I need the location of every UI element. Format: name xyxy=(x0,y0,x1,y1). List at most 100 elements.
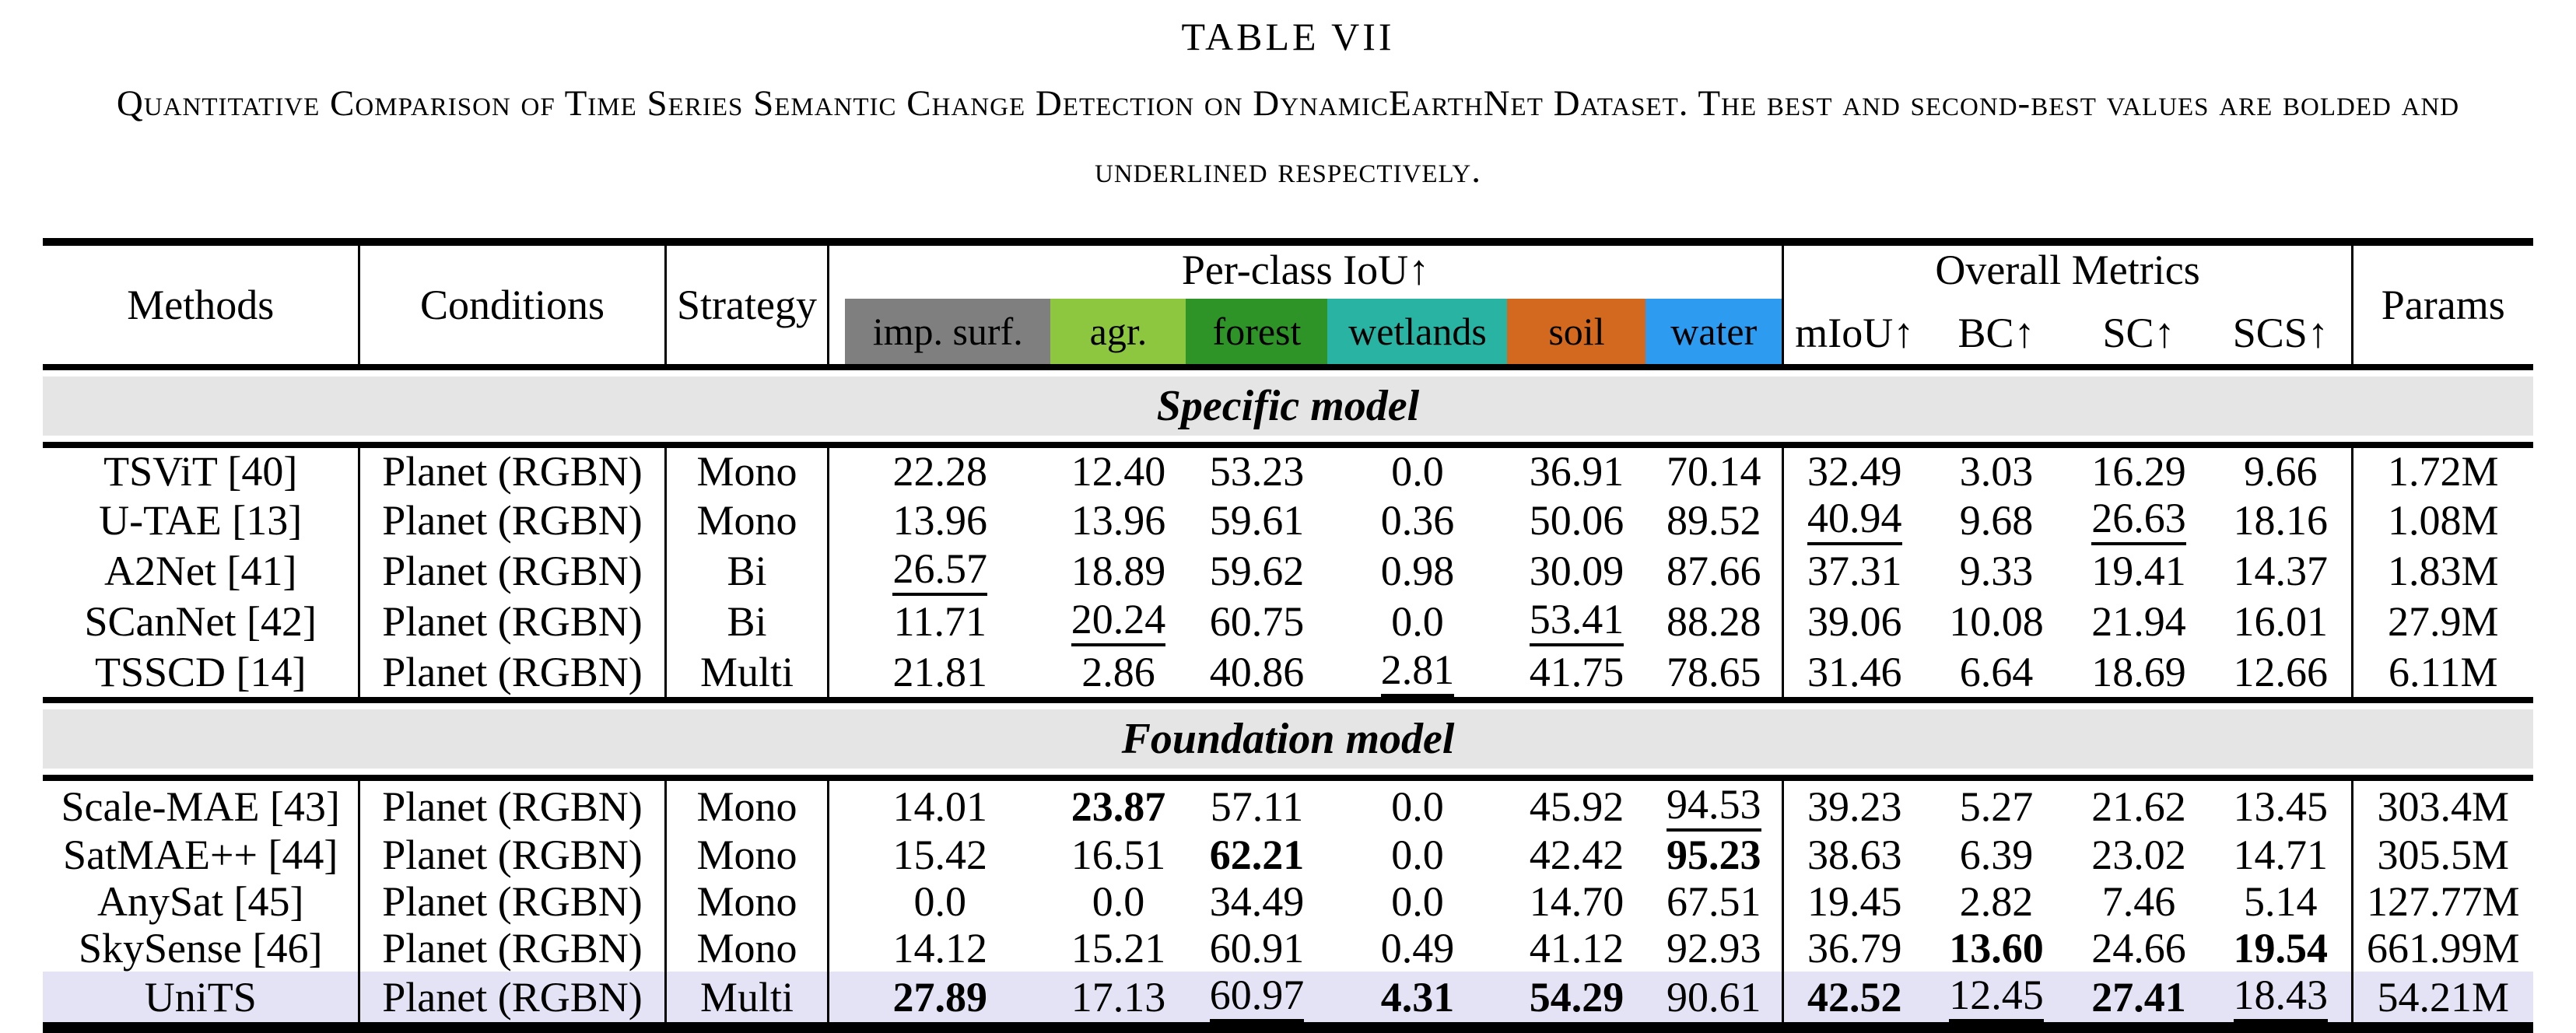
metric-value: 19.41 xyxy=(2091,547,2186,594)
value-cell: 15.21 xyxy=(1050,925,1186,972)
strategy-cell: Mono xyxy=(665,495,829,546)
metric-value: 10.08 xyxy=(1949,597,2044,645)
conditions-cell: Planet (RGBN) xyxy=(359,778,667,832)
value-cell: 0.49 xyxy=(1327,925,1507,972)
metric-value: 16.51 xyxy=(1071,832,1166,879)
table-row-tsscd-14: TSSCD [14] Planet (RGBN) Multi 21.81 2.86 40.… xyxy=(43,646,2532,701)
metric-value: 15.42 xyxy=(892,832,987,879)
value-cell: 17.13 xyxy=(1050,972,1186,1028)
metric-value: 13.60 xyxy=(1949,925,2044,972)
params-cell: 1.83M xyxy=(2388,547,2499,594)
header-row-groups: Methods Conditions Strategy Per-class Io… xyxy=(43,242,2532,367)
metric-value: 36.79 xyxy=(1807,925,1902,972)
value-cell: 0.0 xyxy=(1327,596,1507,646)
value-cell: 23.02 xyxy=(2068,832,2210,878)
value-cell: 40.94 xyxy=(1783,495,1926,546)
metric-header-scs: SCS↑ xyxy=(2210,294,2354,370)
table-row-a2net-41: A2Net [41] Planet (RGBN) Bi 26.57 18.89 59.62… xyxy=(43,545,2532,597)
value-cell: 12.66 xyxy=(2210,646,2354,701)
method-cell: TSSCD [14] xyxy=(43,646,360,701)
table-caption: Quantitative Comparison of Time Series S… xyxy=(116,83,2460,191)
value-cell: 16.01 xyxy=(2210,596,2354,647)
value-cell: 18.89 xyxy=(1050,545,1186,596)
metric-value: 0.0 xyxy=(1391,448,1444,495)
strategy-cell: Bi xyxy=(665,545,829,597)
params-cell: 661.99M xyxy=(2367,925,2520,972)
value-cell: 22.28 xyxy=(828,445,1050,495)
class-color-chip-wetlands: wetlands xyxy=(1327,299,1508,361)
value-cell: 26.63 xyxy=(2068,495,2210,546)
metric-value: 14.12 xyxy=(892,925,987,972)
conditions-cell: Planet (RGBN) xyxy=(359,545,667,597)
conditions-cell: Planet (RGBN) xyxy=(359,972,667,1028)
metric-value: 18.43 xyxy=(2233,974,2329,1023)
metric-value: 27.41 xyxy=(2091,973,2186,1021)
conditions-cell: Planet (RGBN) xyxy=(359,646,667,701)
value-cell: 34.49 xyxy=(1186,878,1327,925)
value-cell: 5.27 xyxy=(1926,778,2068,832)
metric-value: 21.81 xyxy=(892,648,987,695)
metric-value: 45.92 xyxy=(1529,783,1624,830)
params-cell: 303.4M xyxy=(2377,783,2510,830)
value-cell: 18.69 xyxy=(2068,646,2210,700)
class-color-chip-water: water xyxy=(1645,299,1781,361)
value-cell: 9.68 xyxy=(1926,495,2068,545)
metric-value: 15.21 xyxy=(1071,925,1166,972)
value-cell: 92.93 xyxy=(1645,925,1785,972)
params-cell: 27.9M xyxy=(2388,597,2499,645)
method-cell: UniTS xyxy=(43,972,360,1028)
value-cell: 0.36 xyxy=(1327,495,1507,545)
table-number: TABLE VII xyxy=(1181,15,1395,58)
section-label: Foundation model xyxy=(43,697,2533,782)
table-row-scale-mae-43: Scale-MAE [43] Planet (RGBN) Mono 14.01 23.8… xyxy=(43,778,2532,832)
value-cell: 0.0 xyxy=(1327,778,1507,832)
value-cell: 13.96 xyxy=(828,495,1050,545)
metric-value: 18.16 xyxy=(2233,496,2329,544)
value-cell: 50.06 xyxy=(1507,495,1645,545)
value-cell: 89.52 xyxy=(1645,495,1785,546)
metric-value: 16.29 xyxy=(2091,448,2186,495)
metric-value: 41.75 xyxy=(1529,648,1624,695)
value-cell: 0.0 xyxy=(1050,878,1186,925)
metric-value: 40.86 xyxy=(1209,648,1305,695)
value-cell: 7.46 xyxy=(2068,878,2210,925)
metric-value: 95.23 xyxy=(1667,832,1761,879)
value-cell: 41.75 xyxy=(1507,646,1645,700)
value-cell: 37.31 xyxy=(1783,545,1926,596)
value-cell: 60.75 xyxy=(1186,596,1327,646)
metric-value: 59.61 xyxy=(1209,496,1305,544)
metric-value: 41.12 xyxy=(1529,925,1624,972)
metric-value: 92.93 xyxy=(1667,925,1761,972)
value-cell: 12.40 xyxy=(1050,445,1186,495)
metric-value: 0.0 xyxy=(1092,878,1145,926)
strategy-cell: Multi xyxy=(665,646,829,701)
metric-value: 26.63 xyxy=(2091,496,2186,546)
metric-header-miou: mIoU↑ xyxy=(1782,294,1926,370)
conditions-cell: Planet (RGBN) xyxy=(359,878,667,926)
value-cell: 95.23 xyxy=(1645,832,1785,879)
section-row-specific-model: Specific model xyxy=(43,364,2533,448)
metric-value: 16.01 xyxy=(2233,597,2329,645)
value-cell: 0.0 xyxy=(1327,445,1507,495)
metric-value: 23.02 xyxy=(2091,832,2186,879)
metric-value: 9.33 xyxy=(1959,547,2034,594)
value-cell: 5.14 xyxy=(2210,878,2354,926)
metric-value: 0.0 xyxy=(1391,597,1444,645)
value-cell: 21.62 xyxy=(2068,778,2210,832)
value-cell: 26.57 xyxy=(828,545,1050,597)
col-group-overall-metrics: Overall Metrics xyxy=(1782,242,2354,294)
metric-value: 3.03 xyxy=(1959,448,2034,495)
value-cell: 53.23 xyxy=(1186,445,1327,495)
metric-value: 67.51 xyxy=(1667,878,1761,926)
metric-value: 40.94 xyxy=(1807,496,1902,546)
metric-value: 90.61 xyxy=(1667,973,1761,1021)
value-cell: 14.01 xyxy=(828,778,1050,832)
col-header-params: Params xyxy=(2381,282,2505,328)
strategy-cell: Mono xyxy=(665,832,829,879)
class-color-chip-imp-surf: imp. surf. xyxy=(844,299,1051,361)
metric-value: 2.86 xyxy=(1081,648,1155,695)
class-header-imp-surf: imp. surf. xyxy=(828,294,1051,370)
header-row-classes: imp. surf. agr. forest wetlands soil water mIo… xyxy=(43,294,2532,370)
value-cell: 11.71 xyxy=(828,596,1050,646)
metric-value: 9.68 xyxy=(1959,496,2034,544)
